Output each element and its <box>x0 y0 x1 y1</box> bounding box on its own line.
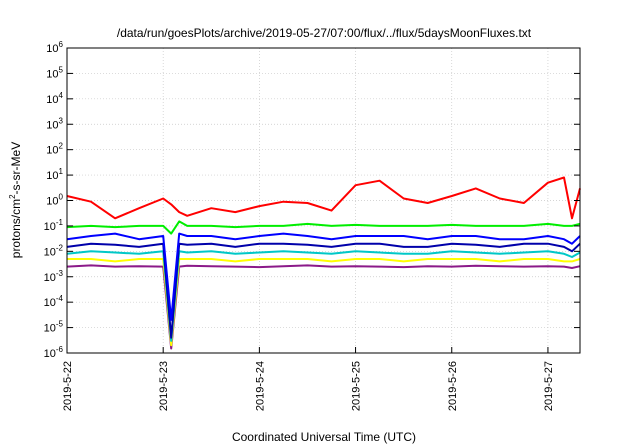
y-tick-label: 10-2 <box>44 243 64 258</box>
x-tick-label: 2019-5-25 <box>351 361 363 411</box>
x-tick-label: 2019-5-23 <box>158 361 170 411</box>
y-tick-label: 101 <box>46 167 63 182</box>
y-tick-label: 103 <box>46 116 63 131</box>
y-tick-label: 102 <box>46 142 63 157</box>
series-line-6 <box>67 258 581 347</box>
y-tick-label: 10-6 <box>44 345 64 360</box>
series-line-1 <box>66 176 581 220</box>
series-line-5 <box>66 250 581 342</box>
y-tick-label: 10-3 <box>44 269 64 284</box>
y-tick-label: 100 <box>46 193 63 208</box>
y-tick-label: 10-1 <box>44 218 64 233</box>
x-axis-ticks: 2019-5-22 2019-5-23 2019-5-24 2019-5-25 2019… <box>62 347 555 411</box>
y-axis-label-part-a: protons/cm <box>9 199 23 258</box>
x-tick-label: 2019-5-26 <box>447 361 459 411</box>
x-tick-label: 2019-5-27 <box>543 361 555 411</box>
series-line-4 <box>66 242 581 339</box>
y-axis-label-part-c: -s-sr-MeV <box>9 142 23 195</box>
plot-frame <box>66 47 581 354</box>
x-axis-label: Coordinated Universal Time (UTC) <box>232 430 416 444</box>
y-tick-label: 104 <box>46 91 63 106</box>
x-tick-label: 2019-5-24 <box>254 361 266 411</box>
y-axis-label-part-b: 2 <box>8 194 17 199</box>
y-tick-label: 10-5 <box>44 320 64 335</box>
y-tick-label: 105 <box>46 65 63 80</box>
y-axis-ticks: 10-6 10-5 10-4 10-3 10-2 10-1 100 101 102 103 104 1… <box>44 40 580 360</box>
y-axis-label: protons/cm2-s-sr-MeV <box>8 142 23 258</box>
chart-title: /data/run/goesPlots/archive/2019-05-27/0… <box>117 26 532 40</box>
plot-lines <box>66 176 581 350</box>
x-tick-label: 2019-5-22 <box>62 361 74 411</box>
grid <box>67 48 580 353</box>
series-line-3 <box>66 232 581 321</box>
series-line-2 <box>66 220 581 235</box>
series-line-7 <box>66 264 581 350</box>
y-tick-label: 106 <box>46 40 63 55</box>
y-tick-label: 10-4 <box>44 294 64 309</box>
